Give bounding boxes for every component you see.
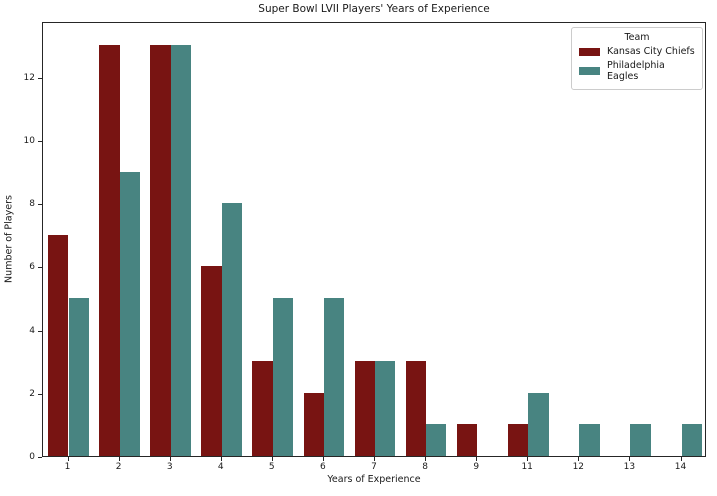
x-tick-mark-1 [67, 457, 69, 461]
x-axis-label: Years of Experience [327, 474, 421, 485]
x-tick-mark-4 [220, 457, 222, 461]
bar-kansas-city-chiefs-year-1 [48, 234, 69, 456]
x-tick-label-7: 7 [371, 462, 377, 472]
x-tick-mark-11 [527, 457, 529, 461]
x-tick-label-4: 4 [217, 462, 224, 472]
x-tick-mark-12 [578, 457, 580, 461]
x-tick-label-5: 5 [268, 462, 275, 472]
bar-kansas-city-chiefs-year-9 [456, 424, 478, 456]
bar-philadelphia-eagles-year-13 [630, 424, 651, 456]
bar-kansas-city-chiefs-year-6 [303, 392, 324, 456]
bar-philadelphia-eagles-year-11 [528, 392, 549, 456]
x-tick-mark-6 [322, 457, 324, 461]
x-tick-label-6: 6 [320, 462, 326, 472]
bar-philadelphia-eagles-year-5 [272, 297, 294, 456]
y-tick-mark-12 [38, 77, 42, 79]
legend-item-chiefs: Kansas City Chiefs [579, 46, 695, 57]
y-tick-label-10: 10 [23, 135, 35, 146]
x-tick-label-14: 14 [674, 462, 687, 472]
chart-title: Super Bowl LVII Players' Years of Experi… [258, 3, 490, 15]
bar-philadelphia-eagles-year-6 [323, 297, 345, 456]
y-tick-mark-6 [38, 267, 42, 269]
bar-kansas-city-chiefs-year-7 [354, 361, 375, 456]
x-tick-label-13: 13 [623, 462, 636, 472]
bar-philadelphia-eagles-year-3 [170, 45, 192, 456]
y-tick-label-2: 2 [29, 388, 35, 399]
legend-title: Team [624, 32, 650, 43]
y-tick-label-4: 4 [29, 325, 35, 336]
x-tick-mark-13 [629, 457, 631, 461]
bar-kansas-city-chiefs-year-5 [252, 361, 273, 456]
x-tick-mark-5 [271, 457, 273, 461]
bar-philadelphia-eagles-year-2 [119, 171, 140, 456]
bar-philadelphia-eagles-year-14 [681, 424, 702, 456]
bar-kansas-city-chiefs-year-8 [405, 361, 426, 456]
legend-label-chiefs: Kansas City Chiefs [607, 46, 695, 57]
y-tick-mark-0 [38, 457, 42, 458]
y-tick-mark-10 [38, 140, 42, 142]
bar-kansas-city-chiefs-year-4 [201, 266, 222, 456]
x-tick-label-12: 12 [572, 462, 585, 472]
x-tick-label-11: 11 [521, 462, 533, 472]
legend-label-eagles: Philadelphia Eagles [607, 60, 665, 82]
x-tick-mark-14 [680, 457, 682, 461]
bar-kansas-city-chiefs-year-2 [99, 45, 120, 456]
x-tick-mark-2 [118, 457, 120, 461]
x-tick-label-2: 2 [115, 462, 122, 472]
y-tick-label-12: 12 [23, 72, 35, 83]
bar-philadelphia-eagles-year-1 [68, 297, 89, 456]
y-tick-mark-8 [38, 204, 42, 206]
bar-philadelphia-eagles-year-7 [375, 361, 396, 456]
bar-philadelphia-eagles-year-8 [426, 424, 447, 456]
x-tick-mark-3 [169, 457, 171, 461]
x-tick-mark-8 [425, 457, 427, 461]
legend: Team Kansas City Chiefs Philadelphia Eag… [571, 27, 703, 90]
x-tick-label-8: 8 [422, 462, 428, 472]
legend-swatch-eagles-icon [579, 67, 600, 75]
legend-item-eagles: Philadelphia Eagles [579, 60, 695, 82]
bar-philadelphia-eagles-year-4 [221, 203, 243, 456]
bar-philadelphia-eagles-year-12 [579, 424, 600, 456]
bar-kansas-city-chiefs-year-3 [150, 45, 171, 456]
x-tick-mark-9 [476, 457, 478, 461]
legend-swatch-chiefs-icon [579, 47, 600, 56]
x-tick-label-1: 1 [64, 462, 71, 472]
x-tick-label-9: 9 [473, 462, 480, 472]
y-tick-label-6: 6 [29, 262, 35, 273]
y-tick-mark-4 [38, 330, 42, 332]
y-tick-mark-2 [38, 393, 42, 395]
bar-kansas-city-chiefs-year-11 [507, 424, 529, 456]
plot-area [42, 22, 706, 457]
y-tick-label-0: 0 [29, 452, 35, 462]
y-tick-label-8: 8 [29, 199, 35, 210]
x-tick-label-3: 3 [166, 462, 173, 472]
x-tick-mark-7 [374, 457, 375, 461]
